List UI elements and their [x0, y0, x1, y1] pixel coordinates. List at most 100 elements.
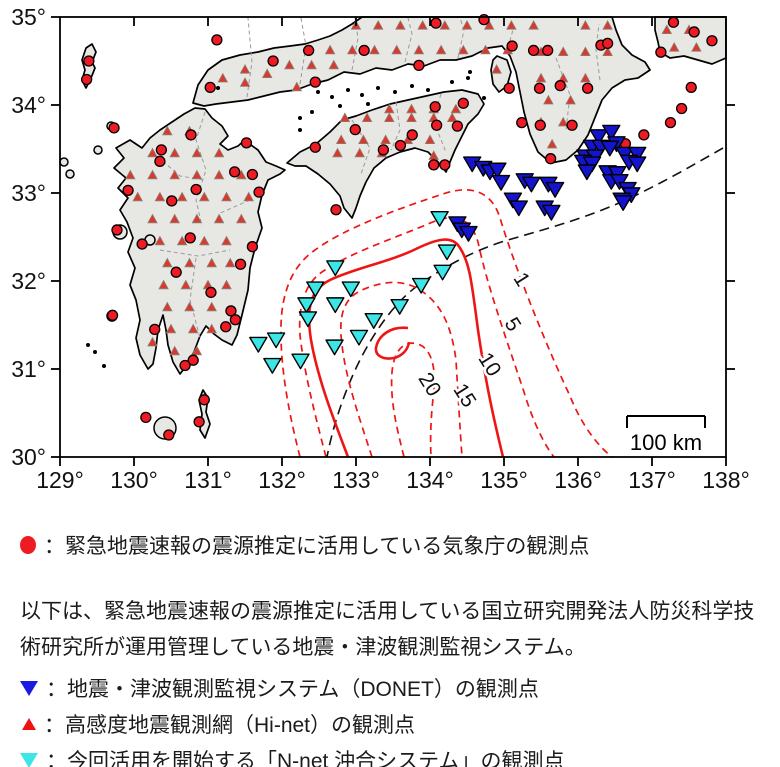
jma-station-marker [170, 266, 182, 278]
hinet-station-marker [221, 191, 232, 202]
hinet-station-marker [450, 103, 462, 114]
jma-station-marker [377, 144, 390, 156]
jma-station-marker [309, 141, 321, 153]
hinet-station-marker [191, 147, 203, 158]
hinet-station-marker [354, 147, 365, 158]
nnet-stations-layer [249, 210, 457, 374]
donet-station-marker [577, 164, 597, 181]
nnet-station-marker [437, 244, 457, 261]
legend-text-donet: ：地震・津波観測監視システム（DONET）の観測点 [46, 678, 539, 701]
hinet-station-marker [176, 191, 188, 202]
jma-station-marker [527, 44, 540, 57]
hinet-station-marker [580, 72, 591, 83]
jma-station-marker [516, 116, 528, 129]
hinet-station-marker [372, 19, 384, 30]
legend-items: ：地震・津波観測監視システム（DONET）の観測点 ：高感度地震観測網（Hi-n… [20, 670, 780, 767]
jma-station-marker [185, 129, 197, 141]
hinet-station-marker [213, 213, 225, 224]
x-axis-label: 138° [702, 467, 750, 493]
jma-circle-icon [20, 535, 36, 554]
x-axis-label: 137° [628, 467, 676, 493]
hinet-station-marker [206, 323, 217, 334]
hinet-station-marker [557, 116, 569, 127]
hinet-station-marker [435, 44, 447, 55]
hinet-station-marker [491, 63, 502, 74]
islet-dot [366, 102, 370, 106]
hinet-station-marker [406, 112, 417, 122]
x-axis-label: 136° [554, 467, 602, 493]
islet-dot [360, 93, 364, 97]
jma-station-marker [431, 119, 443, 131]
hinet-station-marker [602, 19, 613, 30]
hinet-station-marker [191, 345, 203, 356]
contour-dashed [390, 342, 436, 458]
legend-line-nnet: ：今回活用を開始する「N-net 沖合システム」の観測点 [20, 742, 780, 767]
hinet-station-marker [162, 301, 173, 312]
nnet-station-marker [325, 339, 344, 356]
legend-text-jma: ：緊急地震速報の震源推定に活用している気象庁の観測点 [44, 534, 590, 558]
hinet-station-marker [328, 59, 340, 70]
islet-dot [216, 86, 220, 90]
y-axis-label: 33° [11, 180, 46, 206]
nnet-station-marker [306, 281, 325, 298]
hinet-station-marker [546, 138, 558, 149]
hinet-station-marker [347, 44, 358, 55]
y-axis-label: 35° [11, 4, 46, 30]
islet-dot [393, 90, 397, 94]
hinet-station-marker [154, 191, 166, 202]
y-axis-label: 31° [11, 356, 46, 382]
hinet-station-marker [369, 44, 380, 55]
hinet-station-marker [661, 24, 673, 34]
jma-station-marker [544, 153, 557, 165]
contour-dashed [280, 189, 613, 458]
caption-paragraph: 以下は、緊急地震速報の震源推定に活用している国立研究開発法人防災科学技術研究所が… [20, 600, 755, 659]
jma-station-marker [554, 79, 566, 92]
legend-line-jma: ：緊急地震速報の震源推定に活用している気象庁の観測点 [20, 531, 780, 558]
islet-dot [468, 70, 472, 74]
jma-station-marker [685, 81, 697, 94]
hinet-station-marker [535, 72, 547, 83]
jma-station-marker [140, 411, 152, 424]
jma-station-marker [302, 44, 315, 57]
donet-station-marker [491, 174, 511, 191]
donet-triangle-icon [20, 680, 38, 696]
hinet-station-marker [243, 191, 254, 202]
hinet-station-marker [291, 81, 303, 92]
x-axis-label: 131° [184, 467, 232, 493]
jma-station-marker [534, 119, 546, 131]
hinet-station-marker [306, 59, 317, 70]
x-axis-label: 134° [406, 467, 454, 493]
hinet-station-marker [147, 147, 158, 158]
nnet-station-marker [326, 297, 345, 314]
jma-station-marker [406, 129, 418, 141]
islet-dot [410, 84, 414, 88]
hinet-station-marker [165, 323, 177, 334]
jma-station-marker [506, 40, 518, 52]
hinet-station-marker [506, 19, 517, 30]
jma-station-marker [179, 359, 191, 372]
islet-dot [86, 343, 90, 347]
nnet-station-marker [364, 313, 383, 329]
legend-line-donet: ：地震・津波観測監視システム（DONET）の観測点 [20, 670, 780, 706]
jma-station-marker [601, 37, 614, 50]
islet-dot [482, 96, 486, 100]
donet-station-marker [602, 124, 621, 141]
hinet-station-marker [557, 46, 569, 56]
jma-station-marker [253, 186, 265, 198]
jma-station-marker [675, 102, 688, 115]
hinet-station-marker [158, 279, 169, 290]
hinet-station-marker [380, 134, 391, 145]
legend-text-nnet: ：今回活用を開始する「N-net 沖合システム」の観測点 [46, 750, 565, 767]
prefecture-borders [151, 17, 601, 339]
hinet-station-marker [324, 44, 336, 55]
islet-dot [346, 88, 350, 92]
hinet-station-marker [239, 63, 251, 74]
jma-station-marker [542, 44, 554, 57]
donet-station-marker [459, 225, 478, 242]
nnet-station-marker [297, 297, 316, 314]
islet-dot [338, 104, 342, 108]
nnet-station-marker [411, 277, 431, 294]
hinet-station-marker [221, 235, 232, 246]
jma-station-marker [667, 16, 680, 28]
hinet-station-marker [439, 19, 451, 30]
